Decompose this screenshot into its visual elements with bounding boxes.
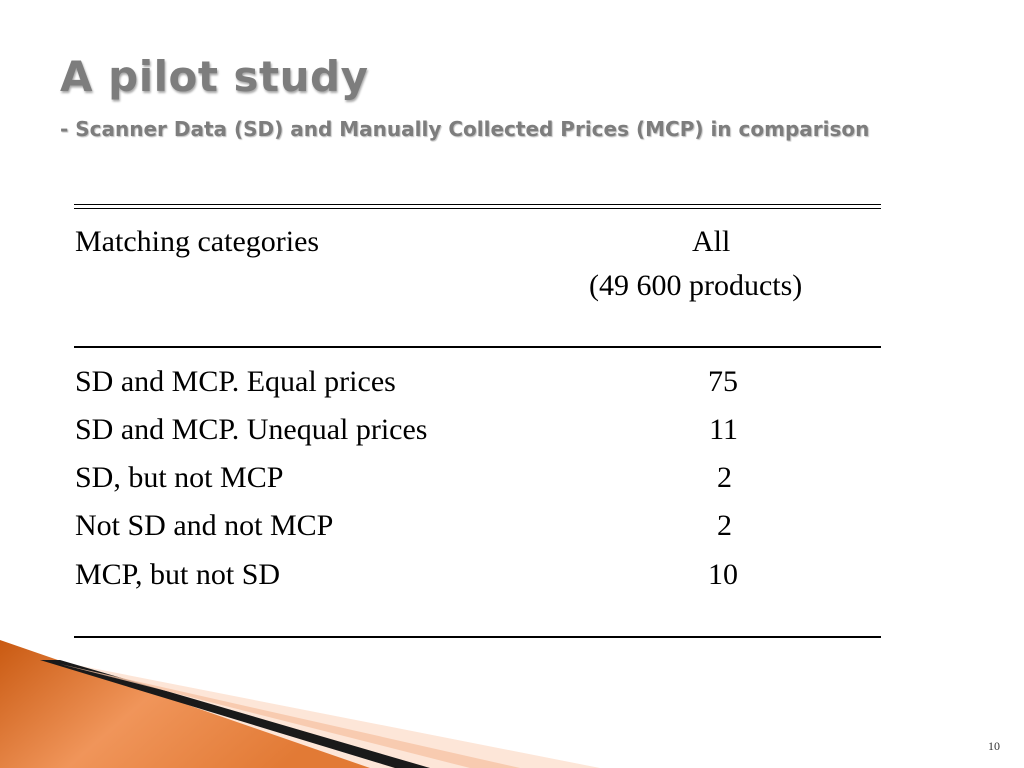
- row-label: SD and MCP. Equal prices: [75, 365, 396, 398]
- header-label: Matching categories: [75, 225, 320, 258]
- table-bottom-rule: [74, 636, 881, 638]
- row-label: SD and MCP. Unequal prices: [75, 413, 428, 446]
- table-header-rule: [74, 346, 881, 348]
- row-value: 2: [717, 509, 732, 542]
- row-value: 75: [708, 365, 738, 398]
- table-top-rule-1: [74, 204, 881, 205]
- page-number: 10: [988, 739, 1000, 753]
- row-label: Not SD and not MCP: [75, 509, 334, 542]
- header-value-count: (49 600 products): [589, 269, 803, 302]
- row-value: 11: [709, 413, 738, 446]
- row-value: 2: [717, 461, 732, 494]
- table-top-rule-2: [74, 208, 881, 209]
- slide-subtitle: - Scanner Data (SD) and Manually Collect…: [60, 117, 870, 141]
- row-label: SD, but not MCP: [75, 461, 284, 494]
- row-value: 10: [708, 558, 738, 591]
- row-label: MCP, but not SD: [75, 558, 281, 591]
- header-value-all: All: [692, 225, 731, 258]
- slide-title: A pilot study: [60, 52, 369, 101]
